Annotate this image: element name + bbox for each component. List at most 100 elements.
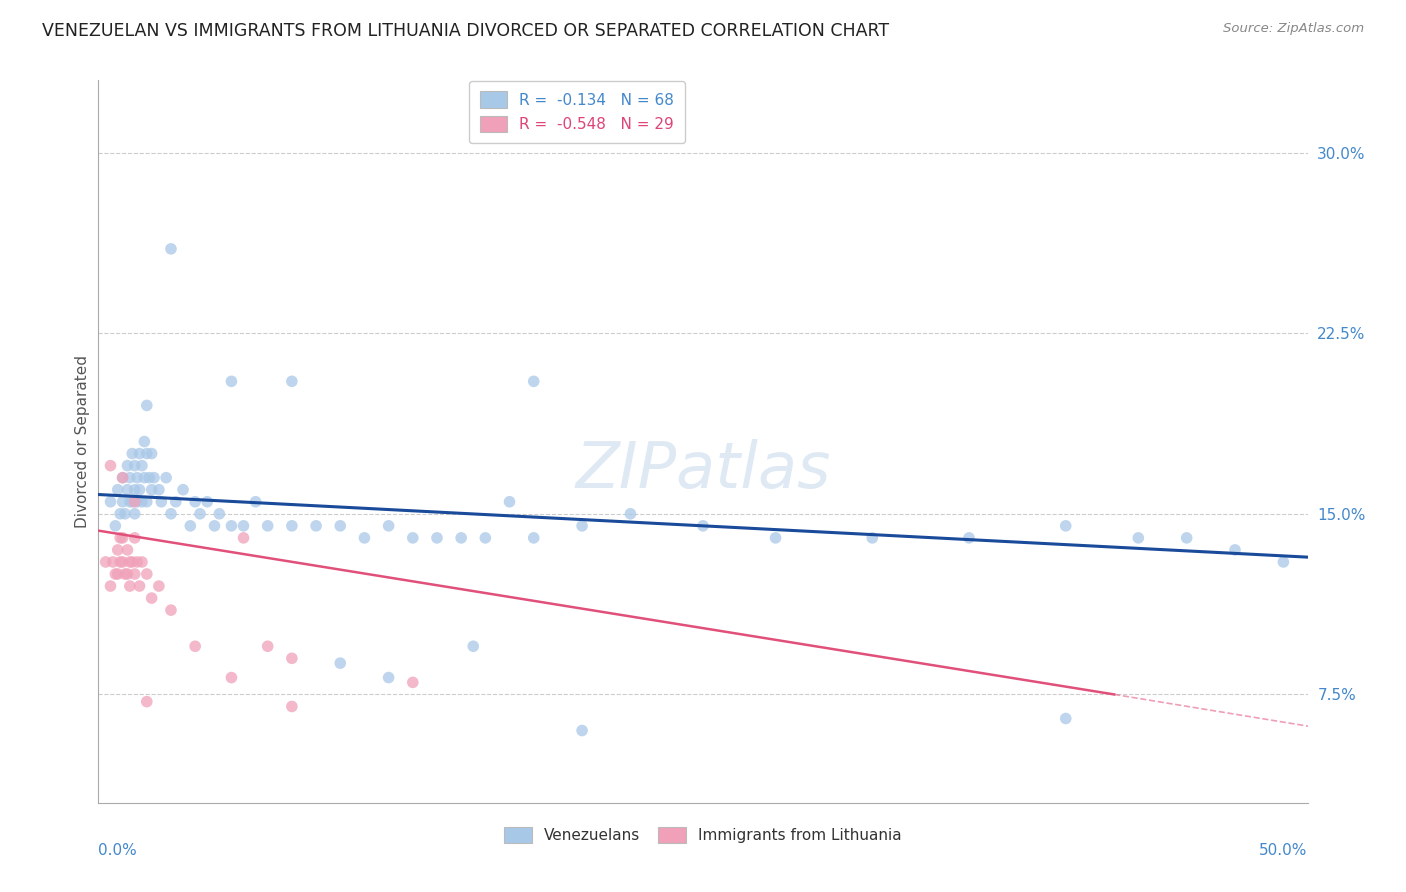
Point (619, 507, 641, 521)
Point (765, 531, 787, 545)
Point (184, 639, 207, 653)
Point (1128, 531, 1150, 545)
Point (111, 494, 134, 508)
Point (121, 447, 143, 461)
Point (860, 531, 883, 545)
Legend: Venezuelans, Immigrants from Lithuania: Venezuelans, Immigrants from Lithuania (498, 821, 908, 849)
Point (305, 519, 328, 533)
Point (571, 723, 593, 738)
Point (124, 507, 146, 521)
Point (221, 671, 243, 685)
Point (571, 519, 593, 533)
Point (121, 555, 143, 569)
Point (1223, 542, 1246, 557)
Point (141, 447, 163, 461)
Point (124, 531, 146, 545)
Point (1054, 519, 1077, 533)
Point (245, 494, 267, 508)
Y-axis label: Divorced or Separated: Divorced or Separated (75, 355, 90, 528)
Point (107, 542, 129, 557)
Point (111, 555, 134, 569)
Point (117, 483, 139, 497)
Point (100, 458, 122, 473)
Point (692, 519, 714, 533)
Point (134, 471, 156, 485)
Point (111, 531, 134, 545)
Point (127, 471, 149, 485)
Point (118, 494, 141, 508)
Point (256, 519, 278, 533)
Point (135, 494, 157, 508)
Text: VENEZUELAN VS IMMIGRANTS FROM LITHUANIA DIVORCED OR SEPARATED CORRELATION CHART: VENEZUELAN VS IMMIGRANTS FROM LITHUANIA … (42, 22, 890, 40)
Text: 50.0%: 50.0% (1260, 843, 1308, 857)
Point (114, 507, 136, 521)
Point (101, 555, 124, 569)
Point (134, 434, 156, 449)
Point (108, 555, 131, 569)
Point (124, 494, 146, 508)
Point (150, 494, 173, 508)
Point (172, 483, 194, 497)
Text: Source: ZipAtlas.com: Source: ZipAtlas.com (1223, 22, 1364, 36)
Point (426, 531, 449, 545)
Point (160, 242, 183, 256)
Text: ZIPatlas: ZIPatlas (575, 440, 831, 501)
Point (117, 567, 139, 582)
Point (232, 531, 254, 545)
Point (121, 494, 143, 508)
Point (127, 555, 149, 569)
Point (377, 519, 399, 533)
Point (135, 447, 157, 461)
Point (148, 483, 170, 497)
Point (1272, 555, 1295, 569)
Point (143, 471, 166, 485)
Point (118, 471, 141, 485)
Point (104, 519, 127, 533)
Point (128, 483, 150, 497)
Point (141, 591, 163, 606)
Point (221, 519, 243, 533)
Point (141, 483, 163, 497)
Point (111, 471, 134, 485)
Point (160, 507, 183, 521)
Point (957, 531, 980, 545)
Point (128, 447, 150, 461)
Point (155, 471, 177, 485)
Point (353, 531, 375, 545)
Point (165, 494, 187, 508)
Point (148, 579, 170, 593)
Point (108, 507, 131, 521)
Point (124, 458, 146, 473)
Point (135, 695, 157, 709)
Point (523, 375, 546, 389)
Point (232, 519, 254, 533)
Point (188, 507, 211, 521)
Point (124, 567, 146, 582)
Point (523, 531, 546, 545)
Point (498, 494, 520, 508)
Point (124, 483, 146, 497)
Point (117, 542, 139, 557)
Point (118, 579, 141, 593)
Point (281, 699, 304, 714)
Point (128, 579, 150, 593)
Point (114, 567, 136, 582)
Point (329, 656, 352, 670)
Point (474, 531, 496, 545)
Point (221, 375, 243, 389)
Point (94, 555, 117, 569)
Point (135, 398, 157, 412)
Point (195, 494, 218, 508)
Point (131, 555, 153, 569)
Point (131, 494, 153, 508)
Point (100, 494, 122, 508)
Point (127, 494, 149, 508)
Point (208, 507, 231, 521)
Point (160, 603, 183, 617)
Text: 0.0%: 0.0% (98, 843, 138, 857)
Point (111, 471, 134, 485)
Point (117, 458, 139, 473)
Point (107, 483, 129, 497)
Point (450, 531, 472, 545)
Point (184, 494, 207, 508)
